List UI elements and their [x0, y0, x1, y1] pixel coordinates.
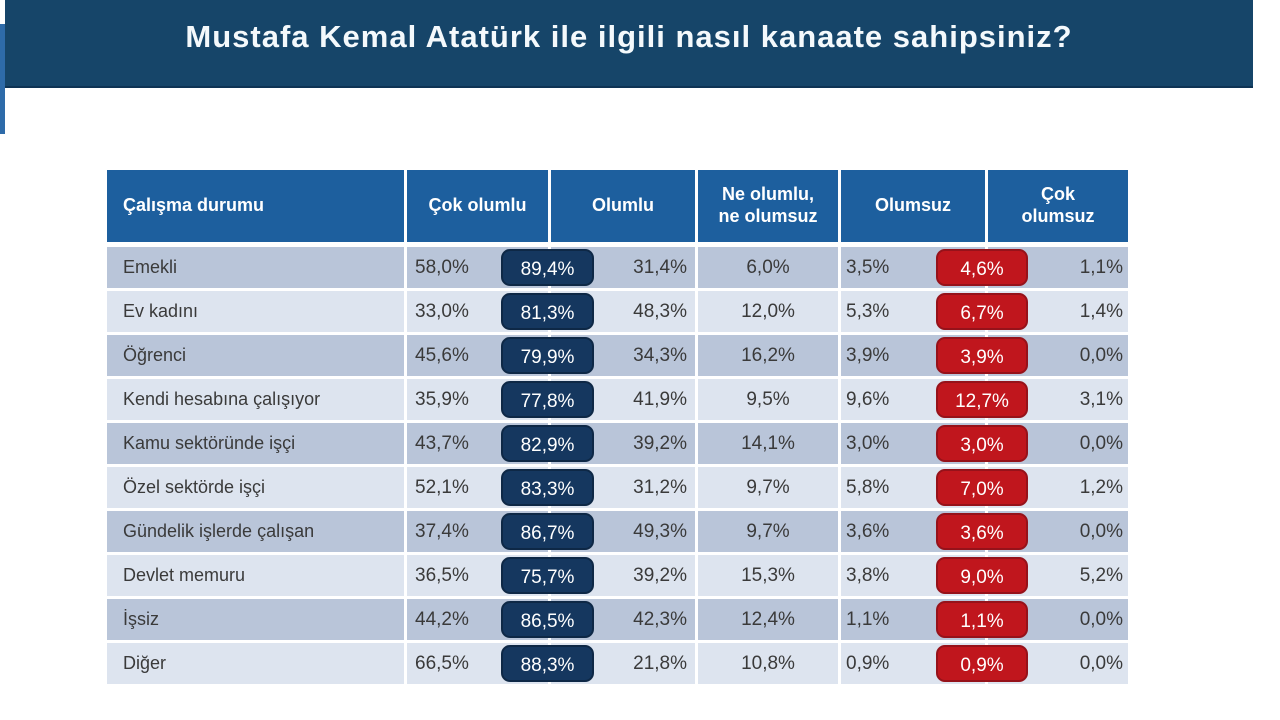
very-positive-value: 44,2%	[404, 599, 548, 640]
negative-value: 3,9%	[838, 335, 985, 376]
total-negative-badge: 4,6%	[936, 249, 1028, 286]
table-row: Öğrenci 45,6% 34,3% 16,2% 3,9% 0,0% 79,9…	[107, 335, 1128, 376]
table-body: Emekli 58,0% 31,4% 6,0% 3,5% 1,1% 89,4% …	[107, 247, 1128, 684]
neutral-value: 9,7%	[695, 467, 838, 508]
negative-value: 0,9%	[838, 643, 985, 684]
row-label: İşsiz	[123, 609, 159, 629]
row-label: Kamu sektöründe işçi	[123, 433, 296, 453]
very-positive-value: 52,1%	[404, 467, 548, 508]
total-negative-badge: 12,7%	[936, 381, 1028, 418]
total-positive-badge: 82,9%	[501, 425, 594, 462]
header-neutral: Ne olumlu, ne olumsuz	[695, 170, 838, 242]
left-accent-bar	[0, 24, 5, 134]
total-negative-badge: 1,1%	[936, 601, 1028, 638]
negative-value: 5,8%	[838, 467, 985, 508]
very-positive-value: 45,6%	[404, 335, 548, 376]
total-positive-badge: 81,3%	[501, 293, 594, 330]
row-label: Kendi hesabına çalışıyor	[123, 389, 321, 409]
total-positive-badge: 75,7%	[501, 557, 594, 594]
table-header: Çalışma durumu Çok olumlu Olumlu Ne olum…	[107, 170, 1128, 242]
total-negative-badge: 3,6%	[936, 513, 1028, 550]
page-title: Mustafa Kemal Atatürk ile ilgili nasıl k…	[185, 19, 1073, 54]
neutral-value: 6,0%	[695, 247, 838, 288]
header-employment-status: Çalışma durumu	[123, 195, 265, 216]
survey-results-table: Çalışma durumu Çok olumlu Olumlu Ne olum…	[107, 170, 1128, 687]
total-positive-badge: 86,7%	[501, 513, 594, 550]
total-positive-badge: 77,8%	[501, 381, 594, 418]
table-row: İşsiz 44,2% 42,3% 12,4% 1,1% 0,0% 86,5% …	[107, 599, 1128, 640]
table-row: Ev kadını 33,0% 48,3% 12,0% 5,3% 1,4% 81…	[107, 291, 1128, 332]
neutral-value: 15,3%	[695, 555, 838, 596]
row-label: Ev kadını	[123, 301, 199, 321]
neutral-value: 12,4%	[695, 599, 838, 640]
neutral-value: 9,5%	[695, 379, 838, 420]
total-positive-badge: 83,3%	[501, 469, 594, 506]
row-label: Öğrenci	[123, 345, 187, 365]
total-negative-badge: 9,0%	[936, 557, 1028, 594]
table-row: Kendi hesabına çalışıyor 35,9% 41,9% 9,5…	[107, 379, 1128, 420]
negative-value: 1,1%	[838, 599, 985, 640]
header-very-positive: Çok olumlu	[404, 170, 548, 242]
neutral-value: 12,0%	[695, 291, 838, 332]
neutral-value: 16,2%	[695, 335, 838, 376]
total-positive-badge: 88,3%	[501, 645, 594, 682]
table-row: Emekli 58,0% 31,4% 6,0% 3,5% 1,1% 89,4% …	[107, 247, 1128, 288]
table-row: Devlet memuru 36,5% 39,2% 15,3% 3,8% 5,2…	[107, 555, 1128, 596]
neutral-value: 9,7%	[695, 511, 838, 552]
total-negative-badge: 7,0%	[936, 469, 1028, 506]
table-row: Özel sektörde işçi 52,1% 31,2% 9,7% 5,8%…	[107, 467, 1128, 508]
total-positive-badge: 79,9%	[501, 337, 594, 374]
table-row: Kamu sektöründe işçi 43,7% 39,2% 14,1% 3…	[107, 423, 1128, 464]
table-row: Gündelik işlerde çalışan 37,4% 49,3% 9,7…	[107, 511, 1128, 552]
very-positive-value: 58,0%	[404, 247, 548, 288]
very-positive-value: 33,0%	[404, 291, 548, 332]
row-label: Gündelik işlerde çalışan	[123, 521, 315, 541]
total-negative-badge: 3,9%	[936, 337, 1028, 374]
header-positive: Olumlu	[548, 170, 695, 242]
header-negative: Olumsuz	[838, 170, 985, 242]
neutral-value: 10,8%	[695, 643, 838, 684]
row-label: Emekli	[123, 257, 178, 277]
negative-value: 3,6%	[838, 511, 985, 552]
very-positive-value: 36,5%	[404, 555, 548, 596]
very-positive-value: 37,4%	[404, 511, 548, 552]
negative-value: 3,5%	[838, 247, 985, 288]
total-negative-badge: 3,0%	[936, 425, 1028, 462]
row-label: Özel sektörde işçi	[123, 477, 266, 497]
total-negative-badge: 0,9%	[936, 645, 1028, 682]
neutral-value: 14,1%	[695, 423, 838, 464]
row-label: Diğer	[123, 653, 167, 673]
total-positive-badge: 89,4%	[501, 249, 594, 286]
table-row: Diğer 66,5% 21,8% 10,8% 0,9% 0,0% 88,3% …	[107, 643, 1128, 684]
row-label: Devlet memuru	[123, 565, 246, 585]
header-very-negative: Çok olumsuz	[985, 170, 1128, 242]
very-positive-value: 66,5%	[404, 643, 548, 684]
title-banner: Mustafa Kemal Atatürk ile ilgili nasıl k…	[5, 0, 1253, 88]
very-positive-value: 35,9%	[404, 379, 548, 420]
negative-value: 3,0%	[838, 423, 985, 464]
very-positive-value: 43,7%	[404, 423, 548, 464]
total-positive-badge: 86,5%	[501, 601, 594, 638]
negative-value: 5,3%	[838, 291, 985, 332]
negative-value: 3,8%	[838, 555, 985, 596]
negative-value: 9,6%	[838, 379, 985, 420]
total-negative-badge: 6,7%	[936, 293, 1028, 330]
